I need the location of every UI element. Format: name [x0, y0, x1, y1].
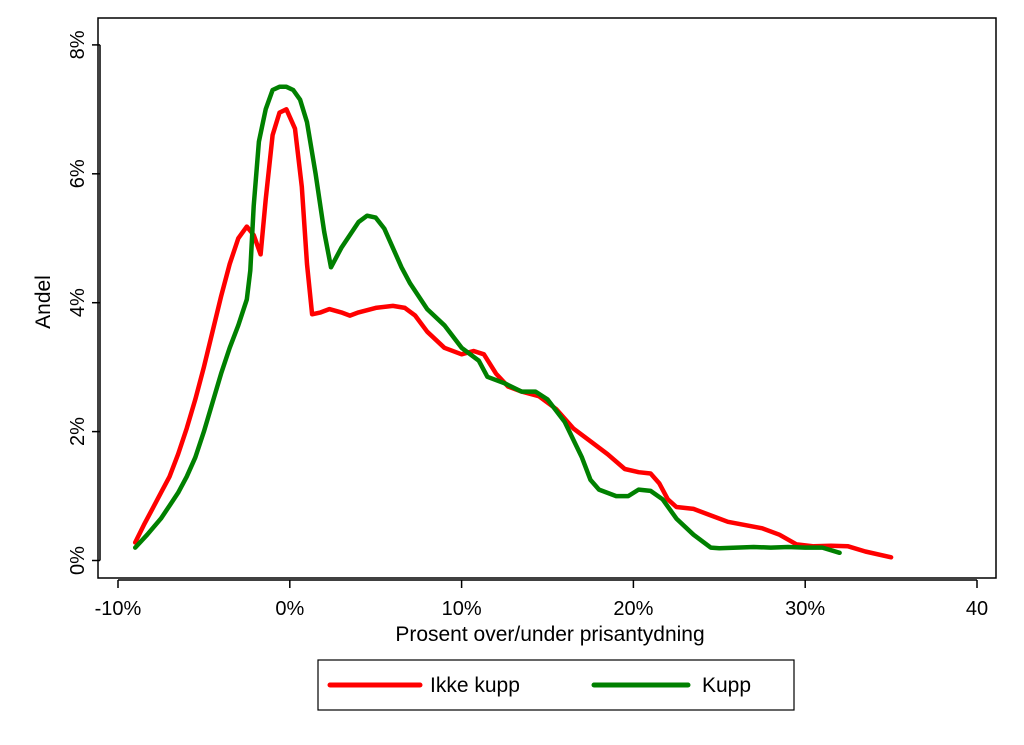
x-axis-title: Prosent over/under prisantydning: [395, 623, 704, 646]
x-tick-label: 0%: [275, 598, 304, 620]
y-tick-label: 4%: [67, 288, 89, 317]
plot-frame: [97, 17, 997, 579]
x-tick-label: 20%: [613, 598, 653, 620]
y-tick-label: 2%: [67, 417, 89, 446]
x-tick-label: 40: [966, 598, 988, 620]
y-tick-label: 8%: [67, 30, 89, 59]
legend-label: Kupp: [702, 674, 751, 697]
y-tick-label: 0%: [67, 546, 89, 575]
legend-label: Ikke kupp: [430, 674, 520, 697]
series-line-kupp: [132, 84, 842, 556]
x-tick-label: 30%: [785, 598, 825, 620]
x-tick-label: 10%: [442, 598, 482, 620]
x-tick-label: -10%: [95, 598, 142, 620]
y-axis-title: Andel: [32, 275, 55, 329]
y-tick-label: 6%: [67, 159, 89, 188]
series-line-ikke-kupp: [132, 107, 894, 560]
